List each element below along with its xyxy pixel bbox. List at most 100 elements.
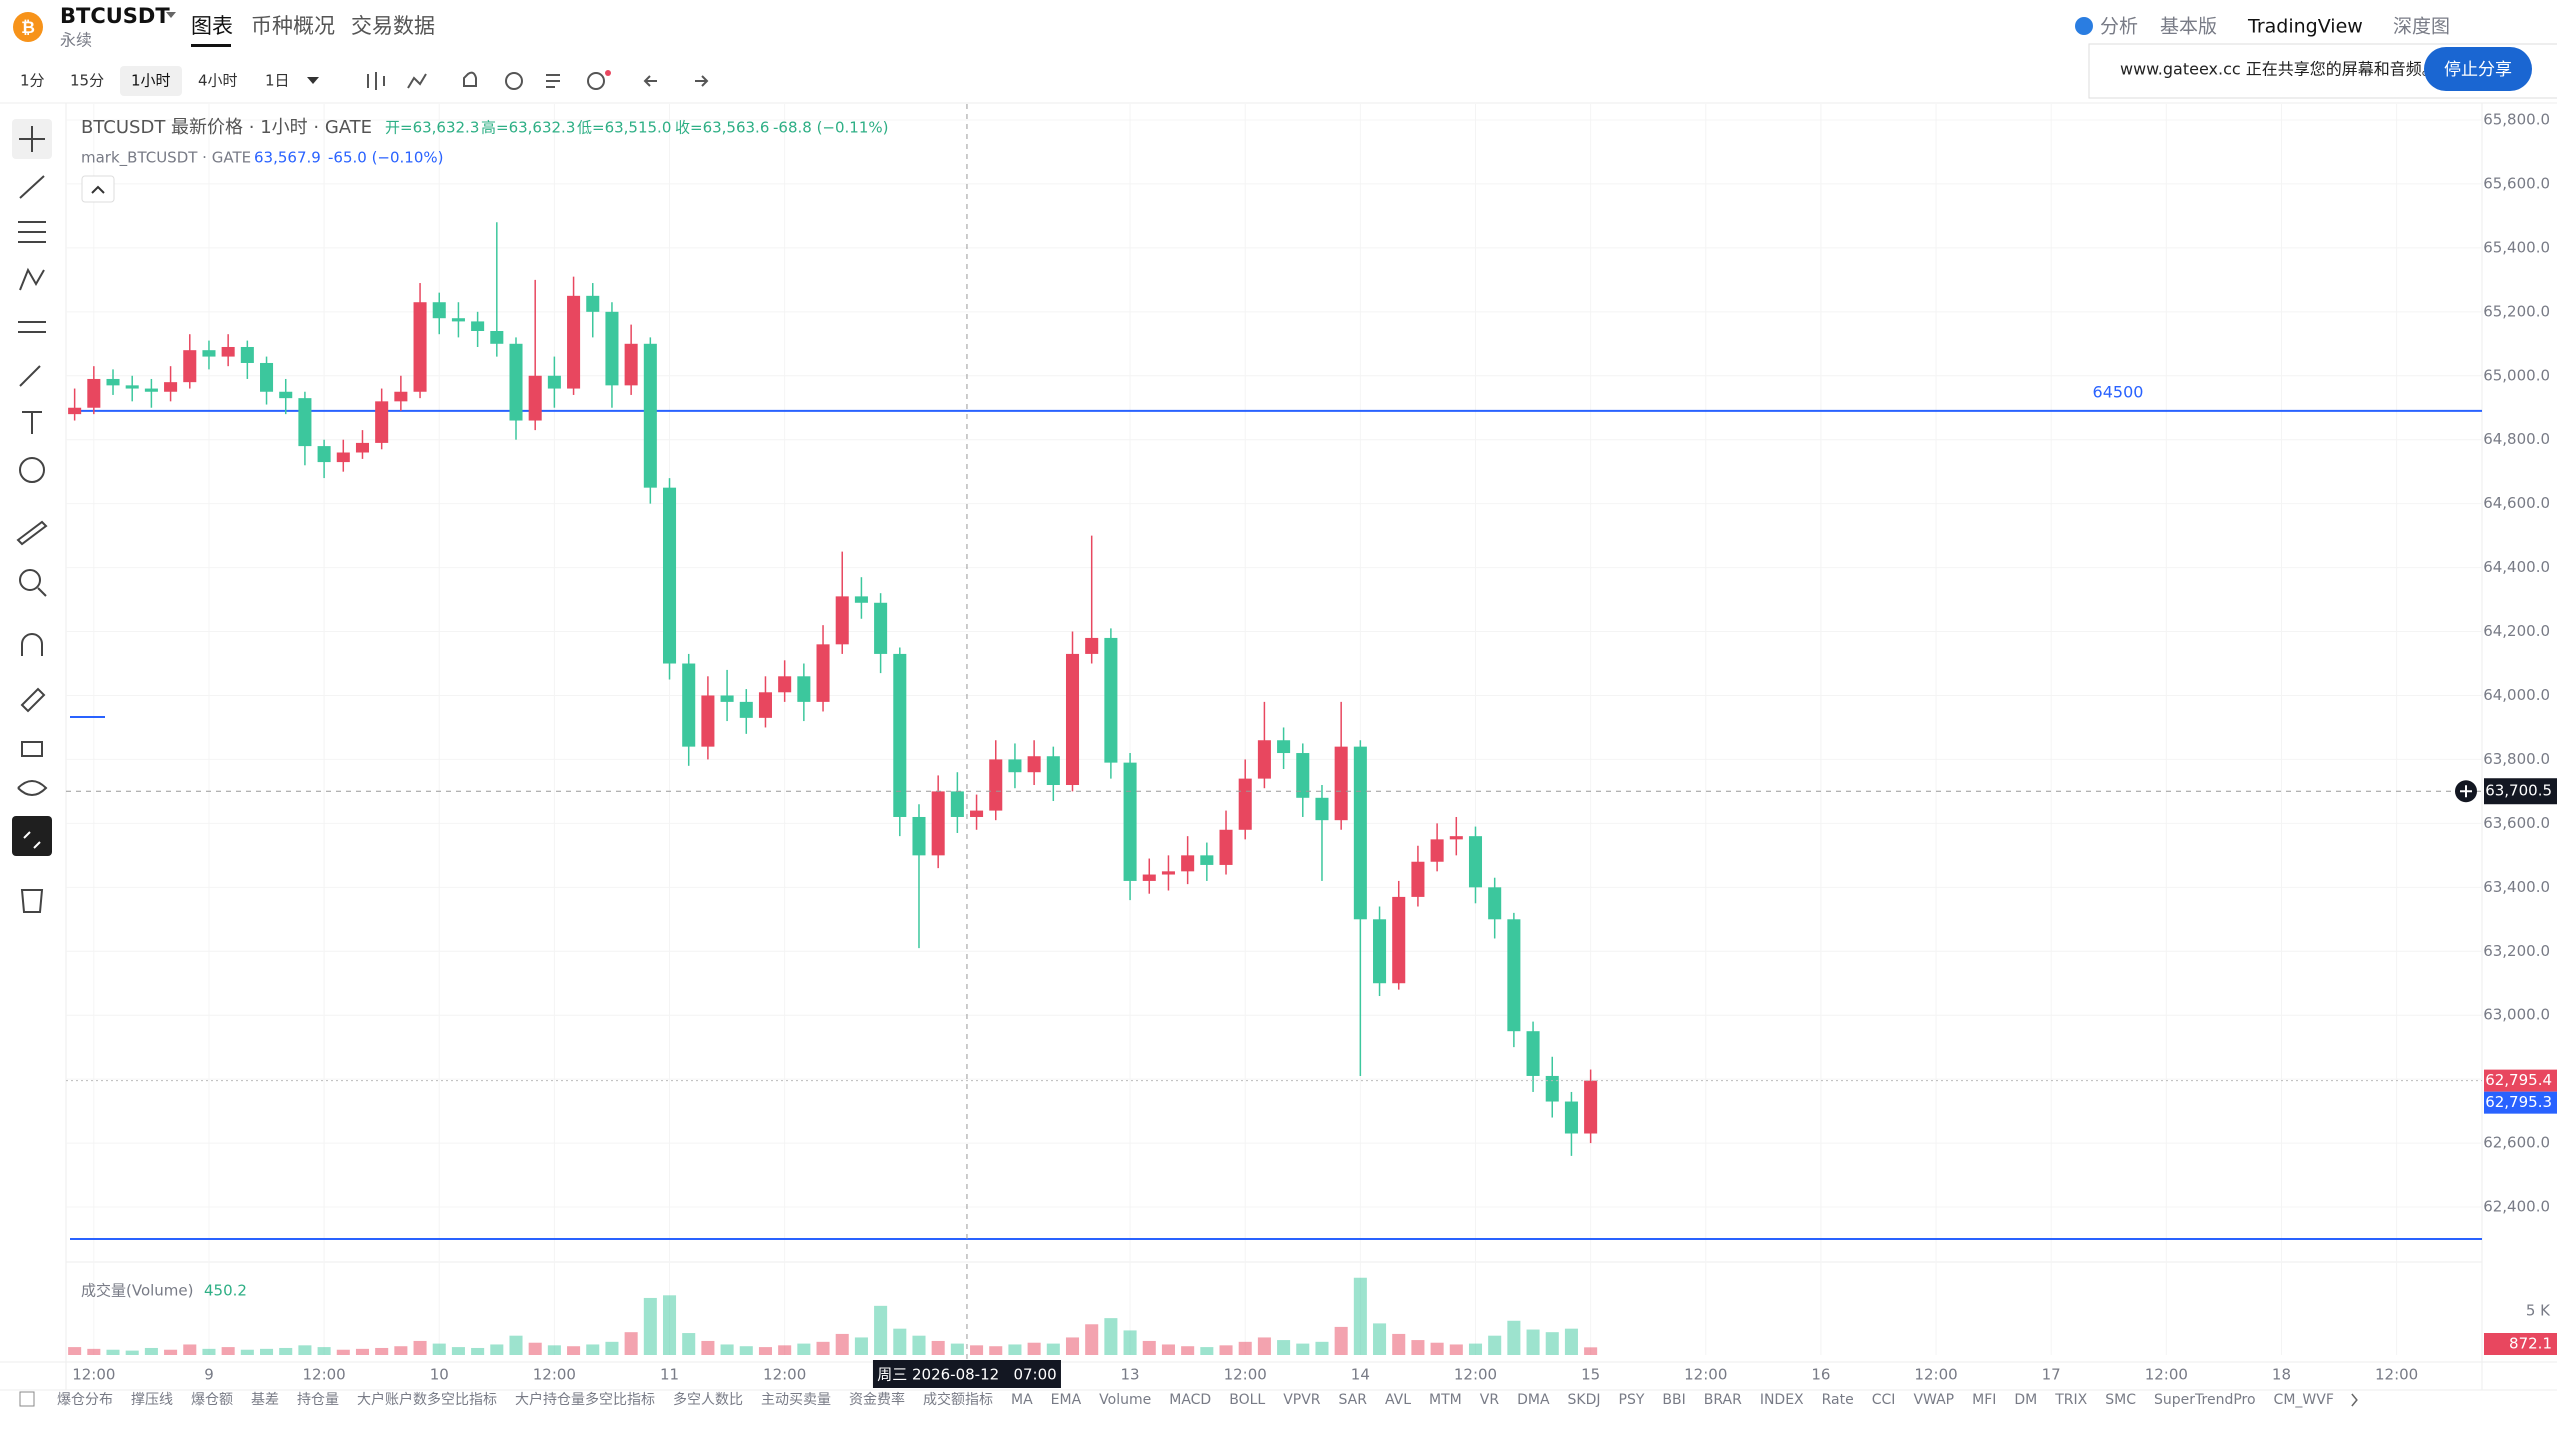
indicator[interactable]: SMC [2105,1392,2136,1408]
interval[interactable]: 1小时 [131,72,171,90]
candle-body [451,318,465,322]
indicator[interactable]: BRAR [1704,1392,1742,1408]
plot: 65,800.0 65,600.0 65,400.0 65,200.0 65,000.0… [66,104,2557,1388]
interval[interactable]: 4小时 [198,72,238,90]
header-link[interactable]: TradingView [2247,16,2363,38]
header-link[interactable]: 分析 [2100,16,2138,38]
indicator[interactable]: VR [1480,1392,1500,1408]
x-tick-label: 12:00 [2145,1366,2188,1384]
interval[interactable]: 1日 [265,72,290,90]
volume-bar [1392,1333,1406,1355]
drawing-tools[interactable] [16,126,48,913]
volume-bar [701,1340,715,1355]
symbol[interactable]: BTCUSDT [60,4,170,28]
ohlc-high: 高=63,632.3 [481,119,575,137]
indicator[interactable]: MTM [1429,1392,1462,1408]
indicator[interactable]: 多空人数比 [673,1391,743,1408]
x-tick-label: 13 [1121,1366,1140,1384]
candle-body [624,343,638,386]
y-tick-label: 64,000.0 [2483,686,2550,704]
volume-bar [1065,1337,1080,1355]
volume-bar [1104,1318,1118,1355]
y-tick-label: 65,600.0 [2483,174,2550,192]
indicator[interactable]: 撑压线 [131,1392,173,1408]
indicator[interactable]: 大户持仓量多空比指标 [515,1391,655,1408]
y-tick-label: 63,200.0 [2483,942,2550,960]
indicator[interactable]: EMA [1051,1392,1082,1408]
volume-bar [893,1328,907,1355]
indicator[interactable]: MA [1011,1392,1033,1408]
crosshair-add-icon [2460,785,2472,798]
indicator[interactable]: PSY [1619,1392,1645,1408]
coin-logo-glyph: ₿ [21,18,35,38]
volume-bar [1277,1340,1291,1355]
indicator[interactable]: 资金费率 [849,1391,905,1408]
candle-body [240,346,254,363]
indicator[interactable]: VWAP [1913,1392,1954,1408]
indicator[interactable]: SuperTrendPro [2154,1392,2256,1408]
tab[interactable]: 交易数据 [351,14,435,38]
y-tick-label: 64,400.0 [2483,558,2550,576]
tab[interactable]: 币种概况 [251,14,335,38]
x-tick-label: 12:00 [72,1366,115,1384]
header-link[interactable]: 基本版 [2160,16,2217,38]
candle-body [1181,855,1195,872]
x-tick-label: 9 [204,1366,214,1384]
link-tool-bg [12,816,52,856]
indicator[interactable]: 主动买卖量 [761,1392,831,1408]
candle-body [567,295,581,389]
volume-bar [1238,1341,1252,1355]
indicator[interactable]: TRIX [2054,1392,2087,1408]
indicator[interactable]: BOLL [1229,1392,1265,1408]
volume-bar [106,1349,120,1355]
candle-body [125,385,139,389]
indicator[interactable]: 大户账户数多空比指标 [357,1391,497,1408]
volume-bar [739,1346,753,1355]
indicator[interactable]: CCI [1872,1392,1896,1408]
indicator[interactable]: BBI [1662,1392,1685,1408]
tab[interactable]: 图表 [191,14,233,38]
candle-body [106,378,120,386]
x-tick-label: 17 [2042,1366,2061,1384]
indicator[interactable]: SAR [1339,1392,1368,1408]
indicator[interactable]: Rate [1822,1392,1854,1408]
indicator[interactable]: 基差 [251,1391,279,1408]
chart-title: BTCUSDT 最新价格 · 1小时 · GATE [81,117,372,138]
collapse-button[interactable] [81,175,115,203]
candle-body [1334,746,1348,821]
indicator[interactable]: 爆仓分布 [57,1392,113,1408]
indicator[interactable]: 爆仓额 [191,1392,233,1408]
candle-body [893,653,907,817]
volume-bar [1123,1330,1137,1355]
indicator[interactable]: AVL [1385,1392,1411,1408]
stop-share-button[interactable] [2424,47,2532,91]
x-tick-label: 18 [2272,1366,2291,1384]
indicator[interactable]: CM_WVF [2274,1392,2334,1408]
interval[interactable]: 15分 [70,72,104,90]
interval[interactable]: 1分 [20,72,45,90]
candle-body [854,596,868,603]
y-tick-label: 62,400.0 [2483,1198,2550,1216]
volume-bar [1296,1343,1310,1355]
candle-body [490,331,504,344]
indicator[interactable]: 成交额指标 [923,1391,993,1408]
volume-bar [816,1341,830,1355]
volume-bar [547,1345,561,1355]
indicator[interactable]: VPVR [1283,1392,1321,1408]
candle-body [778,676,792,693]
indicator[interactable]: 持仓量 [297,1392,339,1408]
candle-body [1353,746,1367,920]
stop-share-label[interactable]: 停止分享 [2444,60,2512,80]
x-tick-label: 10 [430,1366,449,1384]
volume-bar [528,1342,542,1355]
indicator[interactable]: DMA [1517,1392,1550,1408]
candle-body [1027,756,1041,773]
header-link[interactable]: 深度图 [2393,16,2450,38]
candle-body [87,378,101,408]
indicator[interactable]: MACD [1169,1392,1211,1408]
indicator[interactable]: Volume [1099,1392,1151,1408]
indicator[interactable]: MFI [1972,1392,1996,1408]
indicator[interactable]: INDEX [1760,1392,1804,1408]
indicator[interactable]: SKDJ [1568,1392,1601,1408]
indicator[interactable]: DM [2014,1392,2037,1408]
